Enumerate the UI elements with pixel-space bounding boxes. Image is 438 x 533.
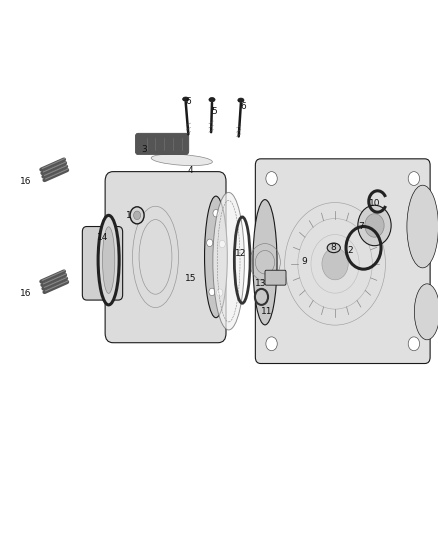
Circle shape bbox=[358, 205, 391, 246]
Circle shape bbox=[408, 337, 420, 351]
Text: 8: 8 bbox=[330, 244, 336, 252]
Circle shape bbox=[130, 207, 144, 224]
Ellipse shape bbox=[98, 215, 119, 305]
Circle shape bbox=[209, 288, 215, 296]
Text: 3: 3 bbox=[141, 145, 148, 154]
Circle shape bbox=[266, 172, 277, 185]
Circle shape bbox=[408, 172, 420, 185]
Ellipse shape bbox=[209, 98, 215, 102]
Ellipse shape bbox=[102, 227, 115, 293]
Ellipse shape bbox=[205, 196, 227, 318]
FancyBboxPatch shape bbox=[82, 227, 123, 300]
Ellipse shape bbox=[183, 97, 189, 101]
FancyBboxPatch shape bbox=[265, 270, 286, 285]
Circle shape bbox=[217, 289, 223, 296]
Text: 12: 12 bbox=[235, 249, 247, 257]
Text: 14: 14 bbox=[97, 233, 109, 241]
Text: 9: 9 bbox=[301, 257, 307, 265]
Ellipse shape bbox=[238, 98, 244, 102]
Text: 13: 13 bbox=[255, 279, 266, 288]
Ellipse shape bbox=[253, 199, 277, 325]
Ellipse shape bbox=[327, 243, 340, 253]
Ellipse shape bbox=[407, 185, 438, 268]
Text: 16: 16 bbox=[20, 289, 31, 297]
Circle shape bbox=[322, 248, 348, 280]
Text: 5: 5 bbox=[212, 108, 218, 116]
FancyBboxPatch shape bbox=[255, 159, 430, 364]
Text: 2: 2 bbox=[348, 246, 353, 255]
Text: 15: 15 bbox=[185, 274, 196, 282]
Text: 11: 11 bbox=[261, 308, 273, 316]
Ellipse shape bbox=[414, 284, 438, 340]
Text: 6: 6 bbox=[185, 97, 191, 106]
FancyBboxPatch shape bbox=[135, 133, 189, 155]
FancyBboxPatch shape bbox=[105, 172, 226, 343]
Text: 6: 6 bbox=[240, 102, 246, 111]
Circle shape bbox=[266, 337, 277, 351]
Circle shape bbox=[134, 211, 141, 220]
Text: 7: 7 bbox=[358, 222, 364, 231]
Circle shape bbox=[365, 214, 384, 237]
Text: 4: 4 bbox=[188, 166, 193, 175]
Text: 1: 1 bbox=[126, 212, 132, 220]
Text: 10: 10 bbox=[369, 199, 380, 208]
Ellipse shape bbox=[151, 154, 212, 166]
Circle shape bbox=[213, 209, 219, 217]
Circle shape bbox=[207, 239, 213, 247]
Ellipse shape bbox=[213, 192, 244, 330]
Circle shape bbox=[219, 240, 225, 248]
Text: 16: 16 bbox=[20, 177, 31, 185]
